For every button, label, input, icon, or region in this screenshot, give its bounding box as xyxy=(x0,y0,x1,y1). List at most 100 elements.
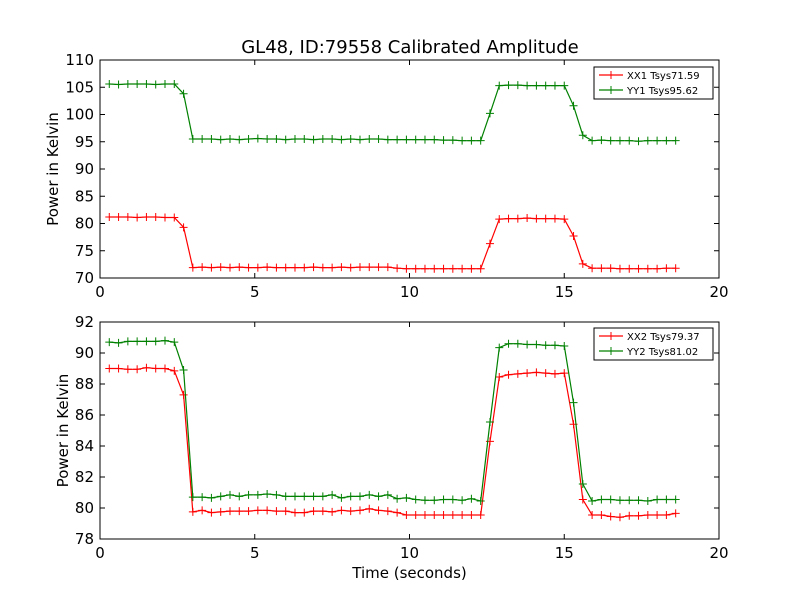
data-point xyxy=(578,495,587,504)
data-point xyxy=(634,264,643,273)
y-axis-label: Power in Kelvin xyxy=(44,112,62,226)
data-point xyxy=(365,504,374,513)
data-point xyxy=(170,338,179,347)
y-tick-label: 75 xyxy=(75,242,94,260)
data-point xyxy=(346,263,355,272)
data-point xyxy=(495,373,504,382)
data-point xyxy=(513,81,522,90)
data-point xyxy=(653,136,662,145)
data-point xyxy=(625,496,634,505)
data-point xyxy=(625,511,634,520)
x-tick-label: 10 xyxy=(400,283,419,301)
x-tick-label: 5 xyxy=(250,544,260,562)
data-point xyxy=(355,263,364,272)
data-point xyxy=(309,135,318,144)
data-point xyxy=(476,264,485,273)
data-point xyxy=(337,506,346,515)
legend-box xyxy=(593,327,714,361)
data-point xyxy=(328,263,337,272)
data-point xyxy=(439,136,448,145)
data-point xyxy=(198,506,207,515)
x-tick-label: 5 xyxy=(250,283,260,301)
data-point xyxy=(235,507,244,516)
series-markers-2 xyxy=(105,336,680,506)
data-point xyxy=(597,136,606,145)
legend-label: XX1 Tsys71.59 xyxy=(627,71,700,82)
data-point xyxy=(160,213,169,222)
data-point xyxy=(272,490,281,499)
data-point xyxy=(225,135,234,144)
data-point xyxy=(430,496,439,505)
legend: XX1 Tsys71.59 YY1 Tsys95.62 xyxy=(593,66,714,100)
data-point xyxy=(393,135,402,144)
y-tick-label: 95 xyxy=(75,133,94,151)
series-markers-2 xyxy=(105,79,680,146)
data-point xyxy=(179,89,188,98)
data-point xyxy=(402,493,411,502)
data-point xyxy=(133,337,142,346)
data-point xyxy=(420,264,429,273)
data-point xyxy=(504,339,513,348)
data-point xyxy=(290,135,299,144)
data-point xyxy=(467,136,476,145)
data-point xyxy=(430,510,439,519)
legend-label: YY2 Tsys81.02 xyxy=(626,347,698,358)
data-point xyxy=(504,214,513,223)
data-point xyxy=(523,340,532,349)
data-point xyxy=(114,338,123,347)
data-point xyxy=(420,135,429,144)
data-point xyxy=(662,264,671,273)
data-point xyxy=(653,510,662,519)
data-point xyxy=(615,513,624,522)
data-point xyxy=(383,135,392,144)
data-point xyxy=(476,136,485,145)
data-point xyxy=(569,398,578,407)
data-point xyxy=(142,79,151,88)
data-point xyxy=(151,337,160,346)
data-point xyxy=(207,263,216,272)
data-point xyxy=(569,101,578,110)
data-point xyxy=(671,136,680,145)
data-point xyxy=(123,365,132,374)
legend-swatch-marker xyxy=(607,86,615,94)
data-point xyxy=(495,343,504,352)
y-tick-label: 82 xyxy=(75,468,94,486)
data-point xyxy=(188,493,197,502)
x-tick-label: 15 xyxy=(555,283,574,301)
data-point xyxy=(671,509,680,518)
data-point xyxy=(578,259,587,268)
data-point xyxy=(337,263,346,272)
data-point xyxy=(253,263,262,272)
data-point xyxy=(346,135,355,144)
x-tick-label: 0 xyxy=(95,544,105,562)
y-axis-label: Power in Kelvin xyxy=(54,374,72,488)
data-point xyxy=(430,264,439,273)
data-point xyxy=(597,495,606,504)
data-point xyxy=(653,495,662,504)
data-point xyxy=(615,496,624,505)
data-point xyxy=(179,366,188,375)
data-point xyxy=(188,263,197,272)
data-point xyxy=(671,264,680,273)
data-point xyxy=(170,79,179,88)
x-tick-label: 10 xyxy=(400,544,419,562)
x-tick-label: 20 xyxy=(709,544,728,562)
data-point xyxy=(263,135,272,144)
data-point xyxy=(411,510,420,519)
data-point xyxy=(300,508,309,517)
data-point xyxy=(439,510,448,519)
data-point xyxy=(448,136,457,145)
data-point xyxy=(216,507,225,516)
data-point xyxy=(198,493,207,502)
data-point xyxy=(560,369,569,378)
data-point xyxy=(281,263,290,272)
data-point xyxy=(411,495,420,504)
legend-swatch-marker xyxy=(607,347,615,355)
data-point xyxy=(328,135,337,144)
data-point xyxy=(337,493,346,502)
data-point xyxy=(235,492,244,501)
data-point xyxy=(625,264,634,273)
data-point xyxy=(123,337,132,346)
data-point xyxy=(467,494,476,503)
data-point xyxy=(133,79,142,88)
